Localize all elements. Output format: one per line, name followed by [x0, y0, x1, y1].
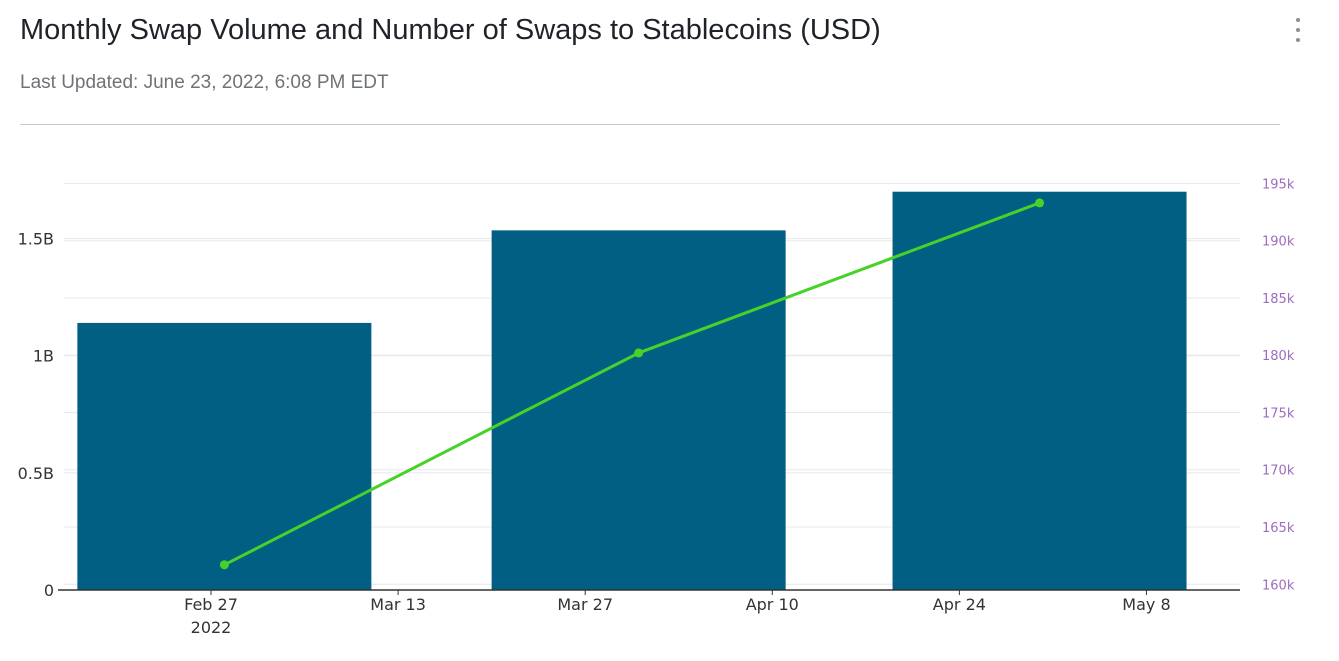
line-point	[634, 348, 644, 358]
x-tick-label: Mar 27	[557, 595, 613, 614]
right-tick-label: 180k	[1262, 349, 1295, 364]
left-tick-label: 1.5B	[18, 230, 54, 249]
bar	[892, 191, 1187, 590]
right-tick-label: 170k	[1262, 464, 1295, 479]
axes: 160k 165k 170k 175k 180k 185k 190k 195k 0 0.5B 1B 1…	[18, 177, 1295, 637]
line-point	[219, 560, 229, 570]
chart-title: Monthly Swap Volume and Number of Swaps …	[20, 14, 881, 46]
x-tick-label: May 8	[1122, 595, 1170, 614]
x-tick-label: Mar 13	[370, 595, 426, 614]
left-tick-label: 0	[44, 581, 54, 600]
vertical-ellipsis-icon[interactable]	[1286, 12, 1310, 48]
right-tick-label: 160k	[1262, 578, 1295, 593]
bar	[77, 322, 372, 590]
right-tick-label: 195k	[1262, 177, 1295, 192]
right-tick-label: 165k	[1262, 521, 1295, 536]
header-divider	[20, 124, 1280, 125]
x-tick-label: Feb 27	[184, 595, 238, 614]
right-tick-label: 190k	[1262, 235, 1295, 250]
x-tick-label: Apr 24	[933, 595, 986, 614]
left-tick-label: 0.5B	[18, 464, 54, 483]
line-point	[1035, 198, 1045, 208]
x-tick-year-label: 2022	[191, 618, 232, 637]
left-tick-label: 1B	[33, 347, 54, 366]
bar	[491, 230, 786, 590]
x-tick-label: Apr 10	[746, 595, 799, 614]
line-series	[219, 198, 1045, 570]
last-updated-text: Last Updated: June 23, 2022, 6:08 PM EDT	[20, 72, 389, 93]
bar-series	[77, 191, 1187, 590]
right-tick-label: 175k	[1262, 406, 1295, 421]
right-tick-label: 185k	[1262, 292, 1295, 307]
